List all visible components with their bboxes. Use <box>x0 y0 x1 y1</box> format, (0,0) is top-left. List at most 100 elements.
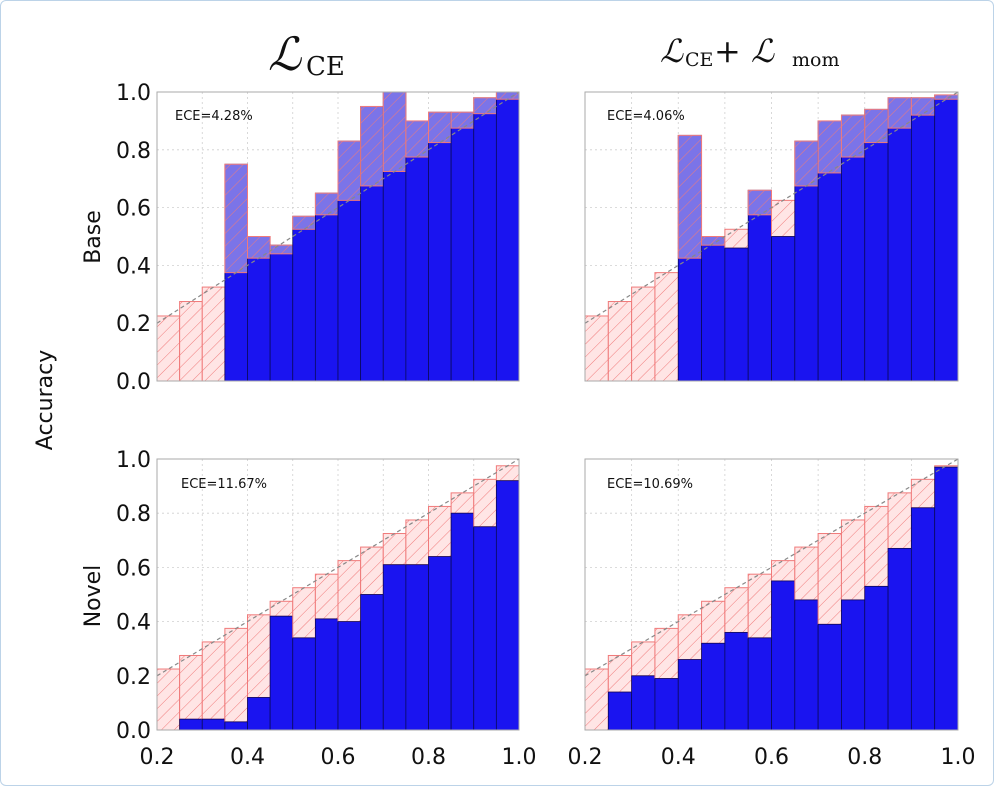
accuracy-bar <box>405 564 429 731</box>
gap-bar-over-hatch <box>338 141 361 201</box>
accuracy-bar <box>794 599 819 731</box>
title-ce-mom-tail: + ℒ <box>714 32 775 70</box>
gap-bar-under-hatch <box>607 654 633 693</box>
axes-frame <box>584 91 959 382</box>
perfect-calibration-line <box>156 91 520 324</box>
title-ce-mom-sub2: mom <box>792 49 839 71</box>
y-tick-label: 0.0 <box>116 370 151 395</box>
title-ce-mom-sub: CE <box>685 49 713 71</box>
gap-bar-under-hatch <box>179 654 203 720</box>
gap-bar-over-hatch <box>451 112 474 129</box>
x-tick-label: 1.0 <box>941 745 976 770</box>
x-tick-label: 1.0 <box>502 745 537 770</box>
gap-bar-under-hatch <box>654 627 679 680</box>
gap-bar-under-hatch <box>473 478 497 528</box>
panel-novel-ce: ECE=11.67%0.00.20.40.60.81.00.2 0.4 0.6 0.8… <box>116 448 537 770</box>
y-tick-label: 0.8 <box>116 502 151 527</box>
accuracy-bar <box>473 526 497 731</box>
gap-bar-under-hatch <box>360 546 384 596</box>
panel-novel-ce-mom: ECE=10.69% 0.2 0.4 0.6 0.8 1.0 <box>568 458 976 770</box>
accuracy-bar <box>269 244 294 382</box>
gap-bar-under-hatch <box>724 587 749 633</box>
accuracy-bar <box>747 189 772 382</box>
y-tick-label: 0.2 <box>116 312 151 337</box>
accuracy-bar <box>450 512 475 731</box>
gap-bar-under-hatch <box>156 315 181 382</box>
accuracy-bar <box>934 94 959 382</box>
y-tick-label: 1.0 <box>116 448 151 473</box>
gap-bar-under-hatch <box>794 546 819 601</box>
gap-bar-under-hatch <box>887 492 912 549</box>
gap-bar-over-hatch <box>383 92 406 172</box>
gap-bar-over-hatch <box>496 92 519 100</box>
column-title-ce-mom: ℒ CE + ℒ mom <box>660 32 839 71</box>
perfect-calibration-line <box>156 458 520 677</box>
gap-bar-under-hatch <box>631 286 656 382</box>
gap-bar-over-hatch <box>360 106 384 186</box>
gap-bar-over-hatch <box>270 245 293 254</box>
gap-bar-over-hatch <box>405 120 429 158</box>
x-tick-label: 0.4 <box>230 745 265 770</box>
title-ce-mom-main: ℒ <box>660 32 684 70</box>
title-ce-sub: CE <box>306 52 345 82</box>
gap-bar-over-hatch <box>841 115 865 158</box>
accuracy-bar <box>817 623 842 731</box>
x-tick-label: 0.2 <box>140 745 175 770</box>
y-tick-label: 0.8 <box>116 139 151 164</box>
title-ce-main: ℒ <box>268 27 302 81</box>
gap-bar-over-hatch <box>911 97 935 116</box>
accuracy-bar <box>747 637 772 731</box>
accuracy-bar <box>724 632 749 731</box>
accuracy-bar <box>179 718 203 731</box>
gap-bar-under-hatch <box>677 614 703 661</box>
accuracy-bar <box>337 621 362 731</box>
accuracy-bar <box>360 594 384 731</box>
y-tick-label: 0.4 <box>116 254 151 279</box>
accuracy-bar <box>382 564 407 731</box>
gap-bar-under-hatch <box>450 492 475 514</box>
gap-bar-over-hatch <box>428 112 452 143</box>
row-label-base: Base <box>81 210 106 264</box>
axes-frame <box>584 458 959 731</box>
ece-label: ECE=11.67% <box>181 477 267 492</box>
accuracy-bar <box>405 120 429 382</box>
y-tick-label: 0.4 <box>116 611 151 636</box>
gap-bar-under-hatch <box>771 199 796 237</box>
perfect-calibration-line <box>584 458 959 677</box>
gap-bar-under-hatch <box>405 519 429 566</box>
accuracy-bar <box>910 507 936 731</box>
gap-bar-over-hatch <box>818 120 842 173</box>
gap-bar-over-hatch <box>224 164 248 273</box>
gap-bar-over-hatch <box>934 94 958 100</box>
ece-label: ECE=4.28% <box>175 109 253 124</box>
x-tick-label: 0.8 <box>411 745 446 770</box>
accuracy-bar <box>224 721 248 731</box>
gap-bar-under-hatch <box>840 519 866 601</box>
accuracy-bar <box>292 215 316 382</box>
y-tick-label: 0.2 <box>116 665 151 690</box>
y-axis-label: Accuracy <box>33 350 58 450</box>
accuracy-bar <box>473 97 497 382</box>
gap-bar-under-hatch <box>269 600 294 617</box>
accuracy-bar <box>428 556 452 731</box>
gap-bar-under-hatch <box>724 228 749 249</box>
accuracy-bar <box>910 97 936 382</box>
x-tick-label: 0.6 <box>321 745 356 770</box>
gap-bar-over-hatch <box>888 97 912 129</box>
accuracy-bar <box>314 618 339 731</box>
accuracy-bar <box>495 91 520 382</box>
accuracy-bar <box>654 678 679 731</box>
gap-bar-over-hatch <box>315 193 338 215</box>
gap-bar-over-hatch <box>473 97 497 114</box>
gap-bar-under-hatch <box>747 573 772 639</box>
gap-bar-over-hatch <box>748 190 772 215</box>
accuracy-bar <box>607 691 633 731</box>
accuracy-bar <box>631 675 656 731</box>
gap-bar-over-hatch <box>864 109 889 143</box>
accuracy-bar <box>314 192 339 382</box>
gap-bar-over-hatch <box>794 141 819 186</box>
gap-bar-under-hatch <box>654 272 679 382</box>
accuracy-bar <box>247 697 271 731</box>
accuracy-bar <box>864 108 889 382</box>
gap-bar-under-hatch <box>179 301 203 382</box>
